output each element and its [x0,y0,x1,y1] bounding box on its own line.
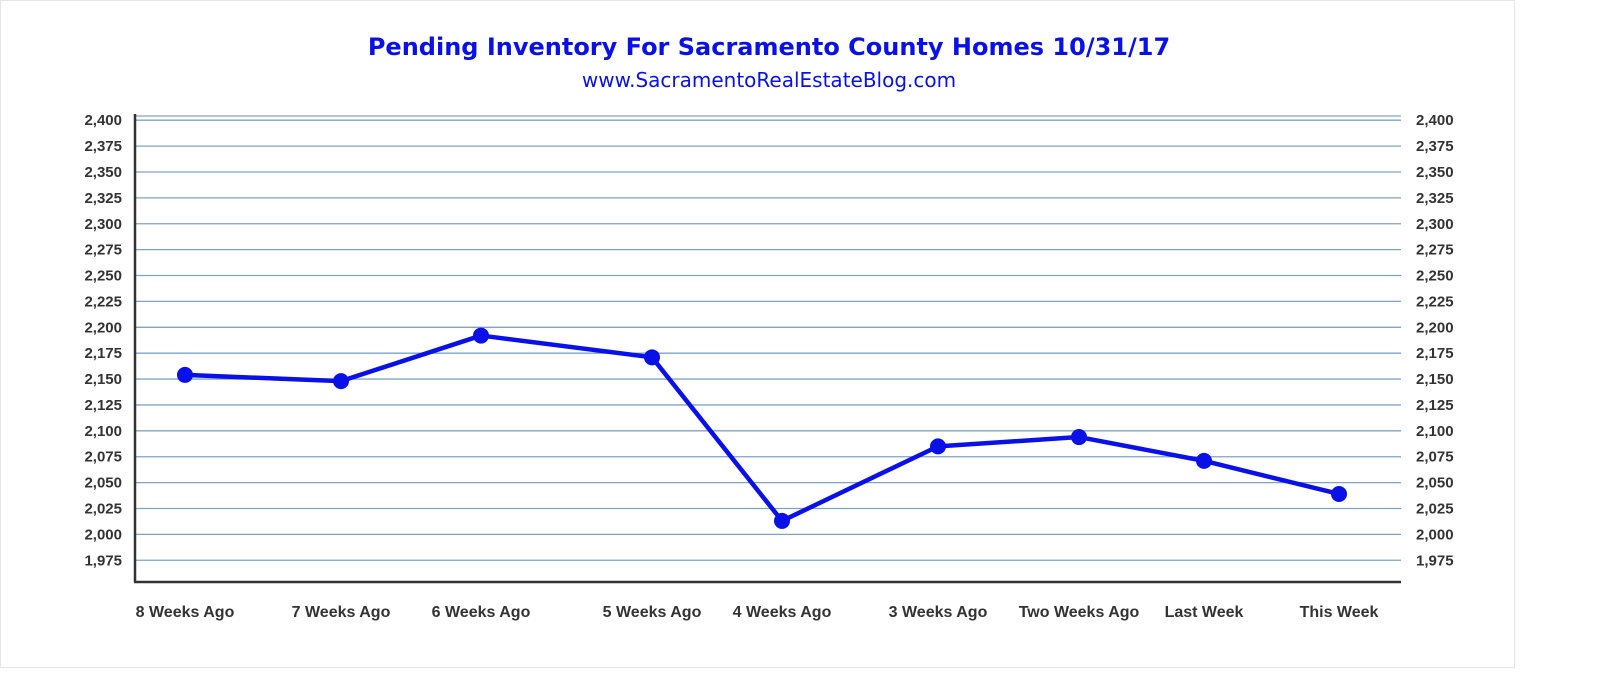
y-tick-label-right: 2,325 [1416,190,1454,207]
data-point [644,349,660,366]
y-tick-label-right: 2,300 [1416,216,1454,233]
x-tick-label: Two Weeks Ago [1019,604,1140,621]
data-point [177,366,193,383]
y-tick-label-right: 2,275 [1416,242,1454,259]
y-tick-label-left: 2,175 [84,345,122,362]
y-tick-label-left: 2,200 [84,319,122,336]
data-point [1331,485,1347,502]
y-tick-label-right: 2,150 [1416,371,1454,388]
y-tick-label-right: 2,200 [1416,319,1454,336]
x-tick-label: This Week [1300,604,1379,621]
y-tick-label-right: 2,375 [1416,138,1454,155]
y-tick-label-right: 2,350 [1416,164,1454,181]
x-tick-label: 8 Weeks Ago [136,604,235,621]
y-tick-label-left: 2,325 [84,190,122,207]
data-point [1071,429,1087,446]
y-tick-label-left: 1,975 [84,552,122,569]
x-tick-label: 6 Weeks Ago [432,604,531,621]
chart-title: Pending Inventory For Sacramento County … [367,33,1171,61]
y-tick-label-right: 2,175 [1416,345,1454,362]
x-tick-label: 5 Weeks Ago [603,604,702,621]
y-tick-label-left: 2,000 [84,526,122,543]
x-tick-label: 4 Weeks Ago [733,604,832,621]
y-tick-label-right: 2,000 [1416,526,1454,543]
y-tick-label-left: 2,300 [84,216,122,233]
y-tick-label-left: 2,075 [84,449,122,466]
y-tick-label-left: 2,225 [84,293,122,310]
y-tick-label-right: 2,250 [1416,268,1454,285]
x-tick-label: 3 Weeks Ago [889,604,988,621]
y-tick-label-left: 2,250 [84,268,122,285]
y-tick-label-left: 2,400 [84,112,122,129]
y-tick-label-right: 2,400 [1416,112,1454,129]
y-tick-label-left: 2,100 [84,423,122,440]
y-tick-label-left: 2,025 [84,500,122,517]
chart-subtitle: www.SacramentoRealEstateBlog.com [581,68,957,92]
x-tick-label: 7 Weeks Ago [292,604,391,621]
data-point [774,512,790,529]
y-tick-label-right: 1,975 [1416,552,1454,569]
chart-frame [0,0,1515,668]
y-tick-label-right: 2,075 [1416,449,1454,466]
series-line [184,333,1340,524]
data-point [333,373,349,390]
y-tick-label-left: 2,125 [84,397,122,414]
y-tick-label-left: 2,275 [84,242,122,259]
y-tick-label-right: 2,100 [1416,423,1454,440]
data-point [930,438,946,455]
y-tick-label-left: 2,150 [84,371,122,388]
y-tick-label-left: 2,375 [84,138,122,155]
y-tick-label-left: 2,350 [84,164,122,181]
y-tick-label-right: 2,225 [1416,293,1454,310]
y-tick-label-left: 2,050 [84,475,122,492]
y-tick-label-right: 2,025 [1416,500,1454,517]
x-tick-label: Last Week [1165,604,1244,621]
y-tick-label-right: 2,050 [1416,475,1454,492]
y-tick-label-right: 2,125 [1416,397,1454,414]
data-point [473,327,489,344]
data-point [1196,452,1212,469]
